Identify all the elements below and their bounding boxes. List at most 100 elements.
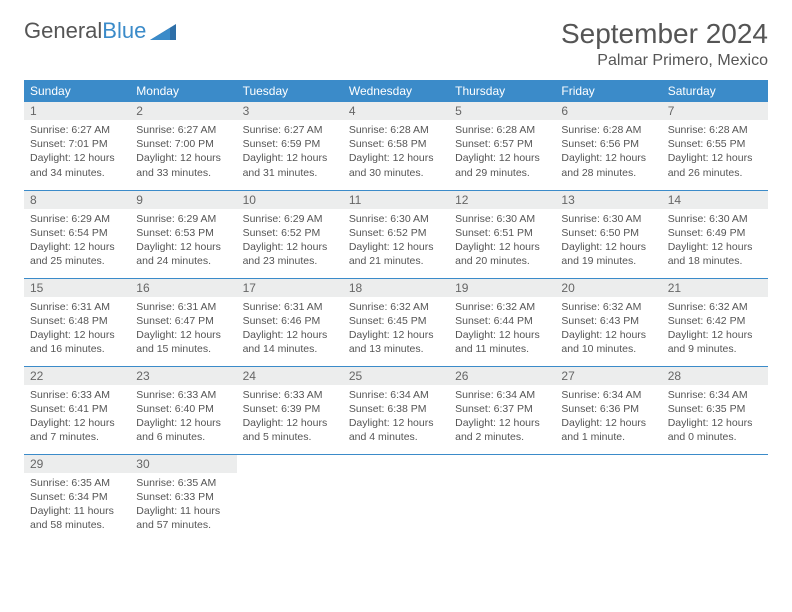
sunset-text: Sunset: 6:52 PM (243, 226, 337, 240)
daylight-text-1: Daylight: 12 hours (243, 240, 337, 254)
month-title: September 2024 (561, 18, 768, 50)
sunset-text: Sunset: 6:38 PM (349, 402, 443, 416)
daylight-text-2: and 2 minutes. (455, 430, 549, 444)
day-details: Sunrise: 6:32 AMSunset: 6:43 PMDaylight:… (555, 297, 661, 363)
day-details: Sunrise: 6:28 AMSunset: 6:56 PMDaylight:… (555, 120, 661, 186)
day-details: Sunrise: 6:34 AMSunset: 6:35 PMDaylight:… (662, 385, 768, 451)
daylight-text-1: Daylight: 12 hours (668, 328, 762, 342)
daylight-text-1: Daylight: 12 hours (30, 240, 124, 254)
day-number: 20 (555, 279, 661, 297)
day-details: Sunrise: 6:27 AMSunset: 7:00 PMDaylight:… (130, 120, 236, 186)
daylight-text-1: Daylight: 11 hours (30, 504, 124, 518)
daylight-text-1: Daylight: 12 hours (455, 328, 549, 342)
calendar-cell: 2Sunrise: 6:27 AMSunset: 7:00 PMDaylight… (130, 102, 236, 190)
day-number: 8 (24, 191, 130, 209)
daylight-text-1: Daylight: 12 hours (349, 240, 443, 254)
day-header: Friday (555, 80, 661, 102)
day-number: 23 (130, 367, 236, 385)
day-number: 24 (237, 367, 343, 385)
sunrise-text: Sunrise: 6:35 AM (136, 476, 230, 490)
sunrise-text: Sunrise: 6:30 AM (668, 212, 762, 226)
day-number: 6 (555, 102, 661, 120)
calendar-cell (237, 454, 343, 542)
daylight-text-1: Daylight: 12 hours (561, 416, 655, 430)
day-details: Sunrise: 6:27 AMSunset: 6:59 PMDaylight:… (237, 120, 343, 186)
daylight-text-2: and 19 minutes. (561, 254, 655, 268)
daylight-text-1: Daylight: 12 hours (561, 328, 655, 342)
sunrise-text: Sunrise: 6:32 AM (561, 300, 655, 314)
sunrise-text: Sunrise: 6:31 AM (30, 300, 124, 314)
calendar-cell: 25Sunrise: 6:34 AMSunset: 6:38 PMDayligh… (343, 366, 449, 454)
day-number: 7 (662, 102, 768, 120)
daylight-text-1: Daylight: 12 hours (455, 416, 549, 430)
day-number: 12 (449, 191, 555, 209)
daylight-text-1: Daylight: 12 hours (30, 151, 124, 165)
sunrise-text: Sunrise: 6:28 AM (455, 123, 549, 137)
day-number: 16 (130, 279, 236, 297)
calendar-cell: 14Sunrise: 6:30 AMSunset: 6:49 PMDayligh… (662, 190, 768, 278)
calendar-cell: 12Sunrise: 6:30 AMSunset: 6:51 PMDayligh… (449, 190, 555, 278)
calendar-cell: 5Sunrise: 6:28 AMSunset: 6:57 PMDaylight… (449, 102, 555, 190)
day-details: Sunrise: 6:33 AMSunset: 6:39 PMDaylight:… (237, 385, 343, 451)
daylight-text-1: Daylight: 12 hours (243, 328, 337, 342)
daylight-text-2: and 1 minute. (561, 430, 655, 444)
day-number: 3 (237, 102, 343, 120)
sunrise-text: Sunrise: 6:28 AM (668, 123, 762, 137)
daylight-text-1: Daylight: 12 hours (349, 328, 443, 342)
daylight-text-2: and 11 minutes. (455, 342, 549, 356)
daylight-text-2: and 57 minutes. (136, 518, 230, 532)
daylight-text-1: Daylight: 12 hours (136, 151, 230, 165)
sunrise-text: Sunrise: 6:34 AM (668, 388, 762, 402)
sunset-text: Sunset: 6:34 PM (30, 490, 124, 504)
sunrise-text: Sunrise: 6:31 AM (243, 300, 337, 314)
day-details: Sunrise: 6:28 AMSunset: 6:57 PMDaylight:… (449, 120, 555, 186)
sunrise-text: Sunrise: 6:29 AM (30, 212, 124, 226)
daylight-text-2: and 10 minutes. (561, 342, 655, 356)
sunrise-text: Sunrise: 6:27 AM (136, 123, 230, 137)
logo-text-1: General (24, 18, 102, 44)
daylight-text-1: Daylight: 12 hours (561, 240, 655, 254)
calendar-cell: 19Sunrise: 6:32 AMSunset: 6:44 PMDayligh… (449, 278, 555, 366)
calendar-cell: 8Sunrise: 6:29 AMSunset: 6:54 PMDaylight… (24, 190, 130, 278)
daylight-text-1: Daylight: 12 hours (136, 328, 230, 342)
day-number: 15 (24, 279, 130, 297)
day-number: 10 (237, 191, 343, 209)
sunrise-text: Sunrise: 6:30 AM (349, 212, 443, 226)
day-number: 21 (662, 279, 768, 297)
daylight-text-2: and 34 minutes. (30, 166, 124, 180)
day-details: Sunrise: 6:34 AMSunset: 6:37 PMDaylight:… (449, 385, 555, 451)
sunset-text: Sunset: 6:53 PM (136, 226, 230, 240)
calendar-cell: 21Sunrise: 6:32 AMSunset: 6:42 PMDayligh… (662, 278, 768, 366)
day-details: Sunrise: 6:32 AMSunset: 6:42 PMDaylight:… (662, 297, 768, 363)
sunset-text: Sunset: 7:01 PM (30, 137, 124, 151)
day-details: Sunrise: 6:30 AMSunset: 6:49 PMDaylight:… (662, 209, 768, 275)
daylight-text-2: and 7 minutes. (30, 430, 124, 444)
daylight-text-1: Daylight: 12 hours (243, 416, 337, 430)
daylight-text-1: Daylight: 12 hours (349, 416, 443, 430)
calendar-cell: 30Sunrise: 6:35 AMSunset: 6:33 PMDayligh… (130, 454, 236, 542)
daylight-text-1: Daylight: 12 hours (668, 151, 762, 165)
calendar-cell: 11Sunrise: 6:30 AMSunset: 6:52 PMDayligh… (343, 190, 449, 278)
calendar-cell: 24Sunrise: 6:33 AMSunset: 6:39 PMDayligh… (237, 366, 343, 454)
daylight-text-2: and 15 minutes. (136, 342, 230, 356)
daylight-text-1: Daylight: 12 hours (455, 240, 549, 254)
day-details: Sunrise: 6:30 AMSunset: 6:52 PMDaylight:… (343, 209, 449, 275)
sunrise-text: Sunrise: 6:32 AM (455, 300, 549, 314)
day-number: 2 (130, 102, 236, 120)
calendar-cell: 28Sunrise: 6:34 AMSunset: 6:35 PMDayligh… (662, 366, 768, 454)
day-number: 4 (343, 102, 449, 120)
sunset-text: Sunset: 6:36 PM (561, 402, 655, 416)
day-number: 26 (449, 367, 555, 385)
day-details: Sunrise: 6:29 AMSunset: 6:52 PMDaylight:… (237, 209, 343, 275)
sunrise-text: Sunrise: 6:34 AM (455, 388, 549, 402)
day-header: Monday (130, 80, 236, 102)
sunrise-text: Sunrise: 6:29 AM (136, 212, 230, 226)
day-details: Sunrise: 6:33 AMSunset: 6:40 PMDaylight:… (130, 385, 236, 451)
sunrise-text: Sunrise: 6:33 AM (30, 388, 124, 402)
day-details: Sunrise: 6:35 AMSunset: 6:34 PMDaylight:… (24, 473, 130, 539)
day-details: Sunrise: 6:29 AMSunset: 6:54 PMDaylight:… (24, 209, 130, 275)
daylight-text-1: Daylight: 12 hours (30, 328, 124, 342)
daylight-text-2: and 23 minutes. (243, 254, 337, 268)
daylight-text-2: and 20 minutes. (455, 254, 549, 268)
sunset-text: Sunset: 6:45 PM (349, 314, 443, 328)
